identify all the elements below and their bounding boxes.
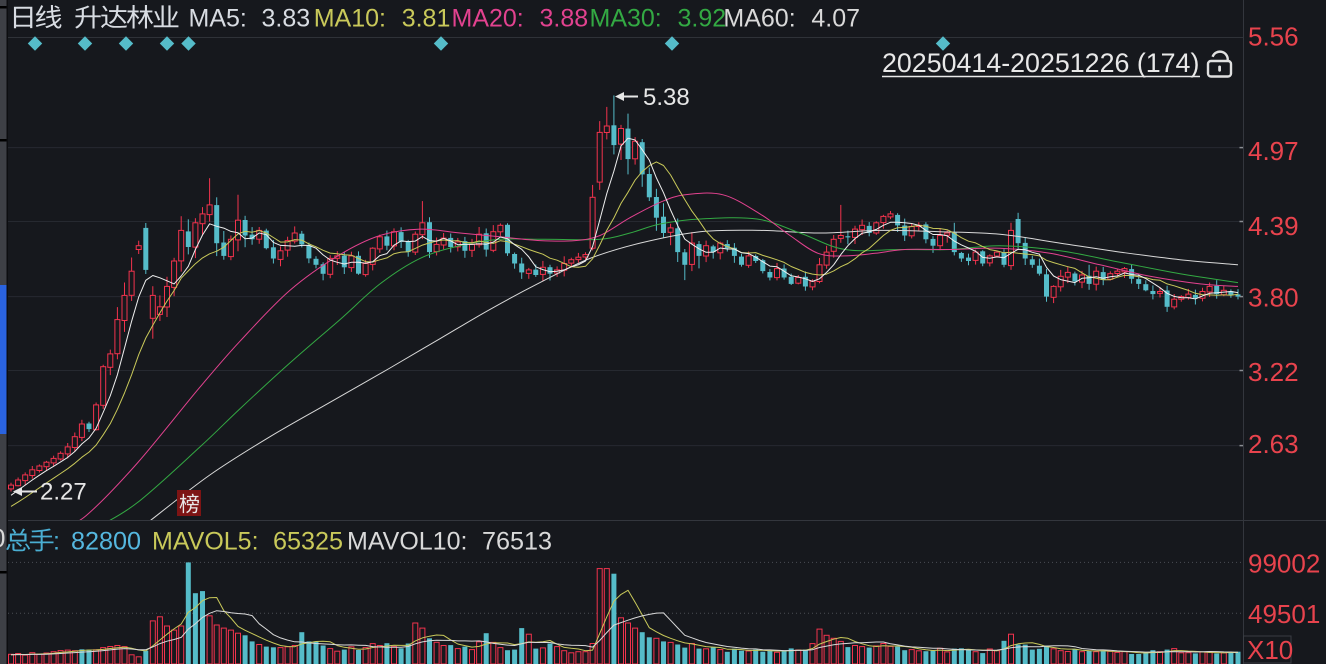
svg-text:MA20:: MA20:: [452, 5, 524, 33]
svg-text:20250414-20251226 (174): 20250414-20251226 (174): [882, 48, 1199, 78]
svg-text:4.39: 4.39: [1248, 211, 1299, 241]
svg-text:MA30:: MA30:: [590, 5, 662, 33]
svg-text:5.38: 5.38: [643, 84, 690, 111]
svg-text:MAVOL10:: MAVOL10:: [347, 528, 467, 556]
svg-text:3.81: 3.81: [402, 5, 451, 33]
svg-text:0: 0: [0, 523, 5, 553]
svg-text:3.80: 3.80: [1248, 282, 1299, 312]
svg-text:4.97: 4.97: [1248, 136, 1299, 166]
svg-text:65325: 65325: [273, 528, 343, 556]
svg-text:2.63: 2.63: [1248, 429, 1299, 459]
svg-text:76513: 76513: [482, 528, 552, 556]
svg-text:3.88: 3.88: [540, 5, 589, 33]
svg-text:X10: X10: [1247, 635, 1293, 664]
svg-text::: :: [53, 528, 60, 556]
svg-text:MAVOL5:: MAVOL5:: [152, 528, 259, 556]
svg-text:MA10:: MA10:: [314, 5, 386, 33]
svg-text:2.27: 2.27: [40, 479, 87, 506]
svg-text:3.92: 3.92: [678, 5, 727, 33]
svg-text:49501: 49501: [1248, 599, 1320, 629]
svg-text:3.22: 3.22: [1248, 357, 1299, 387]
svg-text:82800: 82800: [71, 528, 141, 556]
svg-text:MA5:: MA5:: [189, 5, 247, 33]
svg-text:4.07: 4.07: [811, 5, 860, 33]
svg-text:5.56: 5.56: [1248, 21, 1299, 51]
svg-text:3.83: 3.83: [262, 5, 311, 33]
svg-text:MA60:: MA60:: [723, 5, 795, 33]
svg-text:99002: 99002: [1248, 548, 1320, 578]
